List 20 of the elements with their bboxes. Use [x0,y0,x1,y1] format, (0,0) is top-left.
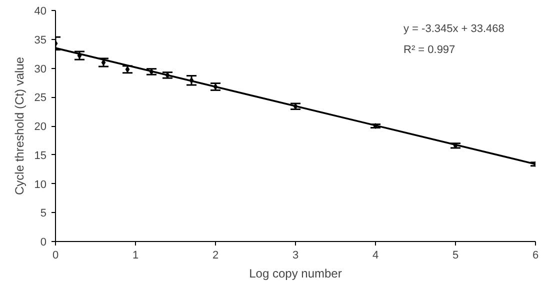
x-tick-label: 6 [532,250,539,262]
y-tick-label: 5 [40,208,47,220]
y-tick-label: 15 [34,150,47,162]
x-tick-label: 0 [52,250,59,262]
x-tick-label: 4 [372,250,379,262]
x-tick-label: 5 [452,250,459,262]
x-tick-label: 3 [292,250,299,262]
x-tick-label: 1 [132,250,139,262]
annotation: R² = 0.997 [404,44,456,56]
y-tick-label: 10 [34,178,47,191]
y-tick-label: 25 [34,92,47,104]
y-tick-label: 40 [34,6,47,18]
x-axis-title: Log copy number [249,266,342,280]
y-tick-label: 0 [40,236,47,248]
y-tick-label: 20 [34,121,47,133]
y-tick-label: 30 [34,63,47,76]
y-axis-title: Cycle threshold (Ct) value [12,56,26,196]
annotation: y = -3.345x + 33.468 [404,22,504,35]
x-tick-label: 2 [212,250,219,262]
y-tick-label: 35 [34,34,47,46]
